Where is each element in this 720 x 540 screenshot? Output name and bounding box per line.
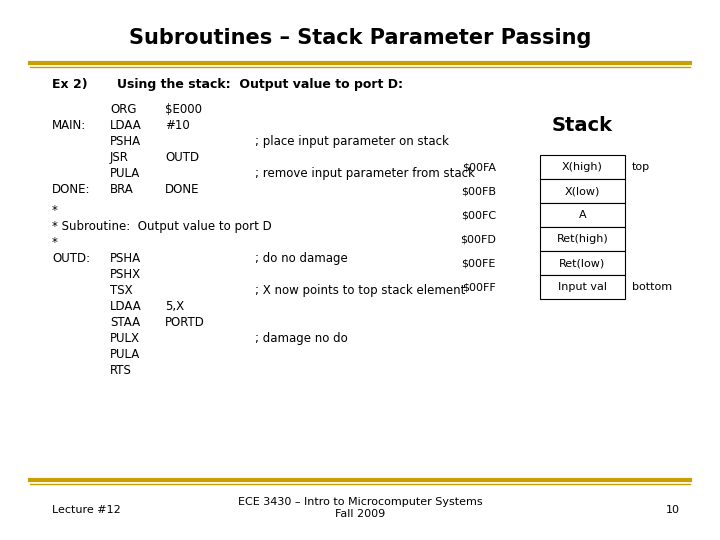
Text: $00FF: $00FF <box>462 282 496 292</box>
Text: ; damage no do: ; damage no do <box>255 332 348 345</box>
Text: * Subroutine:  Output value to port D: * Subroutine: Output value to port D <box>52 220 271 233</box>
Text: BRA: BRA <box>110 183 134 196</box>
Text: top: top <box>632 162 650 172</box>
Text: PULA: PULA <box>110 167 140 180</box>
Bar <box>540 275 625 299</box>
Text: PORTD: PORTD <box>165 316 205 329</box>
Text: PSHX: PSHX <box>110 268 141 281</box>
Bar <box>540 251 625 275</box>
Text: Ex 2): Ex 2) <box>52 78 88 91</box>
Text: RTS: RTS <box>110 364 132 377</box>
Text: MAIN:: MAIN: <box>52 119 86 132</box>
Text: A: A <box>579 210 586 220</box>
Text: ; place input parameter on stack: ; place input parameter on stack <box>255 135 449 148</box>
Text: Stack: Stack <box>552 116 613 135</box>
Text: $00FA: $00FA <box>462 162 496 172</box>
Text: STAA: STAA <box>110 316 140 329</box>
Text: PSHA: PSHA <box>110 252 141 265</box>
Text: OUTD:: OUTD: <box>52 252 90 265</box>
Text: PULA: PULA <box>110 348 140 361</box>
Bar <box>540 155 625 179</box>
Bar <box>540 227 625 251</box>
Text: 10: 10 <box>666 505 680 515</box>
Text: JSR: JSR <box>110 151 129 164</box>
Text: $E000: $E000 <box>165 103 202 116</box>
Text: DONE: DONE <box>165 183 199 196</box>
Text: $00FE: $00FE <box>462 258 496 268</box>
Text: ; do no damage: ; do no damage <box>255 252 348 265</box>
Text: *: * <box>52 236 58 249</box>
Text: Using the stack:  Output value to port D:: Using the stack: Output value to port D: <box>117 78 403 91</box>
Text: Input val: Input val <box>558 282 607 292</box>
Text: bottom: bottom <box>632 282 672 292</box>
Text: PULX: PULX <box>110 332 140 345</box>
Text: *: * <box>52 204 58 217</box>
Text: ORG: ORG <box>110 103 137 116</box>
Text: $00FB: $00FB <box>461 186 496 196</box>
Text: LDAA: LDAA <box>110 119 142 132</box>
Text: 5,X: 5,X <box>165 300 184 313</box>
Text: Ret(high): Ret(high) <box>557 234 608 244</box>
Text: TSX: TSX <box>110 284 132 297</box>
Text: ; X now points to top stack element: ; X now points to top stack element <box>255 284 465 297</box>
Text: X(high): X(high) <box>562 162 603 172</box>
Bar <box>540 203 625 227</box>
Text: PSHA: PSHA <box>110 135 141 148</box>
Text: $00FD: $00FD <box>460 234 496 244</box>
Text: OUTD: OUTD <box>165 151 199 164</box>
Text: X(low): X(low) <box>564 186 600 196</box>
Text: ECE 3430 – Intro to Microcomputer Systems
Fall 2009: ECE 3430 – Intro to Microcomputer System… <box>238 497 482 519</box>
Text: $00FC: $00FC <box>461 210 496 220</box>
Text: Ret(low): Ret(low) <box>559 258 606 268</box>
Text: ; remove input parameter from stack: ; remove input parameter from stack <box>255 167 475 180</box>
Text: Lecture #12: Lecture #12 <box>52 505 121 515</box>
Text: DONE:: DONE: <box>52 183 91 196</box>
Text: Subroutines – Stack Parameter Passing: Subroutines – Stack Parameter Passing <box>129 28 591 48</box>
Text: #10: #10 <box>165 119 190 132</box>
Bar <box>540 179 625 203</box>
Text: LDAA: LDAA <box>110 300 142 313</box>
